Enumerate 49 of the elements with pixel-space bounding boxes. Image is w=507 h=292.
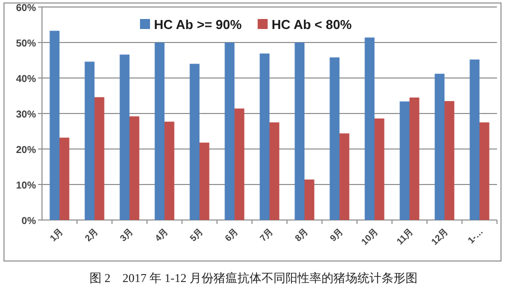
bar [84,62,94,220]
bar [60,138,70,220]
x-tick-label: 9月 [328,226,345,244]
bar [294,42,304,220]
y-tick-label: 40% [16,74,36,85]
y-tick-label: 10% [16,180,36,192]
bar [154,42,164,220]
bar [434,74,444,220]
legend-label: HC Ab >= 90% [154,17,242,32]
y-tick-label: 60% [16,3,36,14]
y-tick-label: 0% [22,216,36,227]
x-tick-label: 5月 [188,226,205,244]
bar [400,101,410,220]
x-tick-label: 7月 [258,226,275,244]
x-tick-label: 1月 [48,226,65,244]
bar [480,122,490,220]
bar [470,60,480,220]
y-tick-label: 30% [16,110,36,120]
x-tick-label: 4月 [152,226,170,244]
bar [364,38,374,220]
caption: 图 2 2017 年 1-12 月份猪瘟抗体不同阳性率的猪场统计条形图 [90,271,418,285]
bar [330,57,340,220]
bar [374,118,384,220]
bar [164,122,174,220]
bar [444,101,454,220]
bar [410,98,420,220]
bar [130,116,140,220]
bar [224,42,234,220]
x-tick-label: 11月 [394,226,415,247]
x-tick-label: 2月 [82,226,100,244]
x-tick-label: 1-… [466,226,485,246]
bar [94,97,104,220]
y-tick-label: 20% [16,145,36,156]
x-tick-label: 3月 [118,226,135,244]
bar [234,108,244,220]
x-tick-label: 12月 [429,226,450,247]
bar [50,30,60,220]
bar [270,122,280,220]
x-tick-label: 6月 [222,226,240,244]
y-tick-label: 50% [16,38,36,50]
bar [120,54,130,220]
bar [260,54,270,220]
x-tick-label: 8月 [292,226,310,244]
bar [190,64,200,220]
legend-label: HC Ab < 80% [272,17,352,32]
bar [340,133,350,220]
bar [304,180,314,220]
bar [200,142,210,220]
x-tick-label: 10月 [359,226,380,247]
